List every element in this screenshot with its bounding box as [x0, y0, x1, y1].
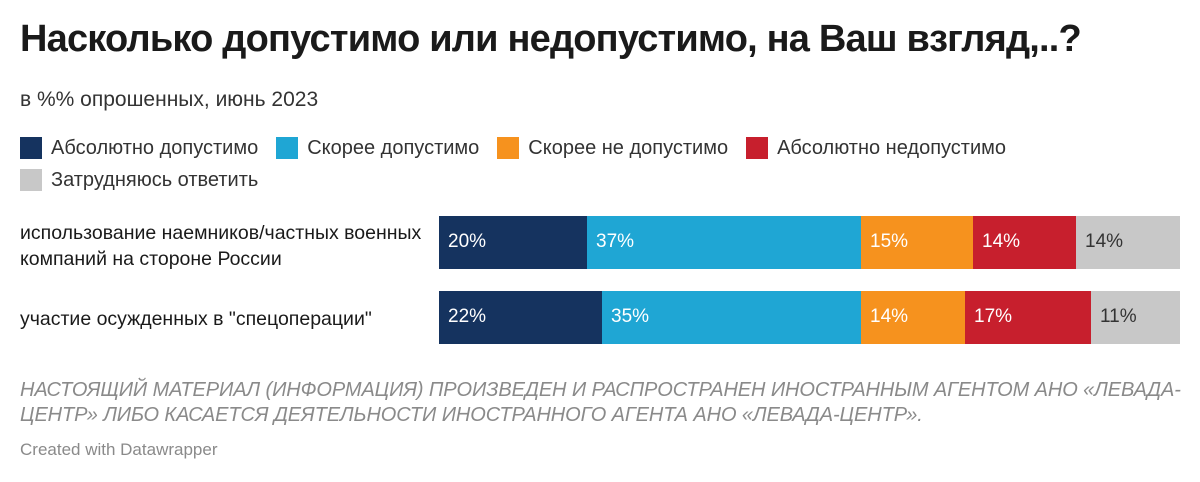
- legend: Абсолютно допустимо Скорее допустимо Ско…: [20, 137, 1180, 201]
- category-label: использование наемников/частных военных …: [20, 222, 422, 270]
- bar-segment: 14%: [1076, 216, 1180, 269]
- bar-track: 22% 35% 14% 17% 11%: [439, 291, 1180, 344]
- data-label: 14%: [870, 306, 909, 327]
- data-label: 22%: [448, 306, 487, 327]
- datawrapper-credit: Created with Datawrapper: [20, 440, 218, 459]
- legend-swatch: [20, 137, 42, 159]
- legend-item-rather-unacceptable: Скорее не допустимо: [497, 137, 728, 160]
- data-label: 11%: [1100, 306, 1137, 327]
- data-label: 37%: [596, 231, 635, 252]
- legend-label: Абсолютно недопустимо: [777, 136, 1007, 159]
- stacked-bar-chart: использование наемников/частных военных …: [0, 216, 1200, 346]
- bar-segment: 22%: [439, 291, 602, 344]
- data-label: 15%: [870, 231, 909, 252]
- legend-swatch: [497, 137, 520, 159]
- bar-segment: 15%: [861, 216, 973, 269]
- bar-row: использование наемников/частных военных …: [0, 216, 1200, 270]
- legend-swatch: [276, 137, 299, 159]
- foreign-agent-notice: НАСТОЯЩИЙ МАТЕРИАЛ (ИНФОРМАЦИЯ) ПРОИЗВЕД…: [20, 379, 1181, 426]
- bar-segment: 35%: [602, 291, 861, 344]
- legend-item-absolutely-acceptable: Абсолютно допустимо: [20, 137, 258, 160]
- legend-item-hard-to-say: Затрудняюсь ответить: [20, 169, 258, 192]
- legend-label: Абсолютно допустимо: [51, 136, 259, 159]
- legend-row-2: Затрудняюсь ответить: [20, 169, 1180, 191]
- legend-swatch: [746, 137, 769, 159]
- bar-row: участие осужденных в "спецоперации" 22% 35…: [0, 291, 1200, 344]
- bar-segment: 14%: [861, 291, 965, 344]
- legend-item-rather-acceptable: Скорее допустимо: [276, 137, 479, 160]
- category-label: участие осужденных в "спецоперации": [20, 308, 372, 330]
- chart-title: Насколько допустимо или недопустимо, на …: [20, 18, 1082, 60]
- legend-row-1: Абсолютно допустимо Скорее допустимо Ско…: [20, 137, 1180, 159]
- legend-label: Затрудняюсь ответить: [51, 168, 259, 191]
- data-label: 35%: [611, 306, 650, 327]
- chart-subtitle: в %% опрошенных, июнь 2023: [20, 88, 319, 111]
- data-label: 14%: [1085, 231, 1124, 252]
- legend-label: Скорее допустимо: [307, 136, 480, 159]
- legend-item-absolutely-unacceptable: Абсолютно недопустимо: [746, 137, 1006, 160]
- bar-segment: 20%: [439, 216, 587, 269]
- bar-segment: 17%: [965, 291, 1091, 344]
- data-label: 20%: [448, 231, 487, 252]
- legend-swatch: [20, 169, 42, 191]
- bar-track: 20% 37% 15% 14% 14%: [439, 216, 1180, 269]
- bar-segment: 14%: [973, 216, 1076, 269]
- legend-label: Скорее не допустимо: [528, 136, 729, 159]
- bar-segment: 37%: [587, 216, 861, 269]
- data-label: 14%: [982, 231, 1021, 252]
- data-label: 17%: [974, 306, 1013, 327]
- bar-segment: 11%: [1091, 291, 1180, 344]
